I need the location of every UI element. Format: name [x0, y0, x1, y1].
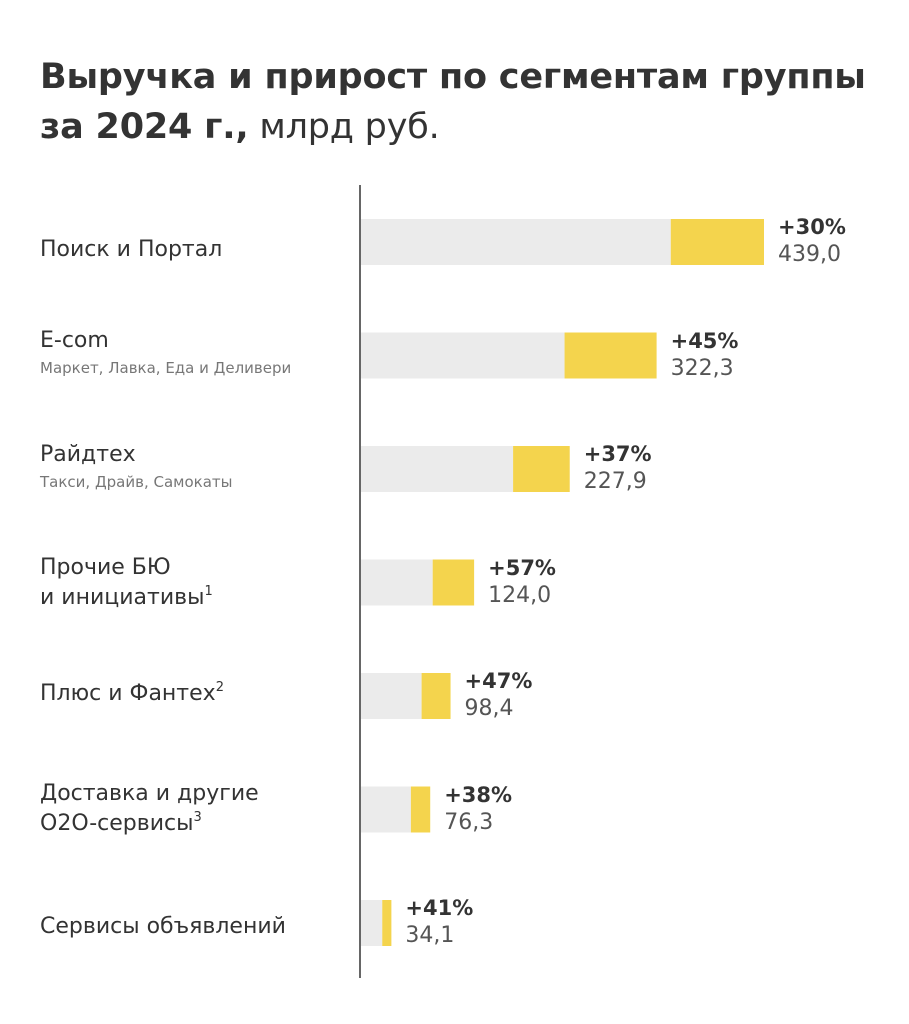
chart-title-main: Выручка и прирост по сегментам группы за… — [40, 57, 866, 147]
bar-growth — [421, 673, 451, 719]
bar-growth — [432, 559, 475, 606]
bar-base — [361, 559, 433, 606]
bar-base — [361, 332, 565, 379]
bar-base — [361, 219, 671, 265]
bar-base — [361, 673, 422, 719]
bar-growth — [670, 219, 764, 265]
bar-growth — [564, 332, 657, 379]
chart-title: Выручка и прирост по сегментам группы за… — [40, 52, 880, 152]
bar-base — [361, 900, 383, 946]
chart-title-unit: млрд руб. — [259, 107, 440, 147]
bar-base — [361, 446, 514, 492]
bar-growth — [410, 786, 431, 833]
bar-growth — [382, 900, 392, 946]
bar-growth — [513, 446, 570, 492]
bar-base — [361, 786, 411, 833]
